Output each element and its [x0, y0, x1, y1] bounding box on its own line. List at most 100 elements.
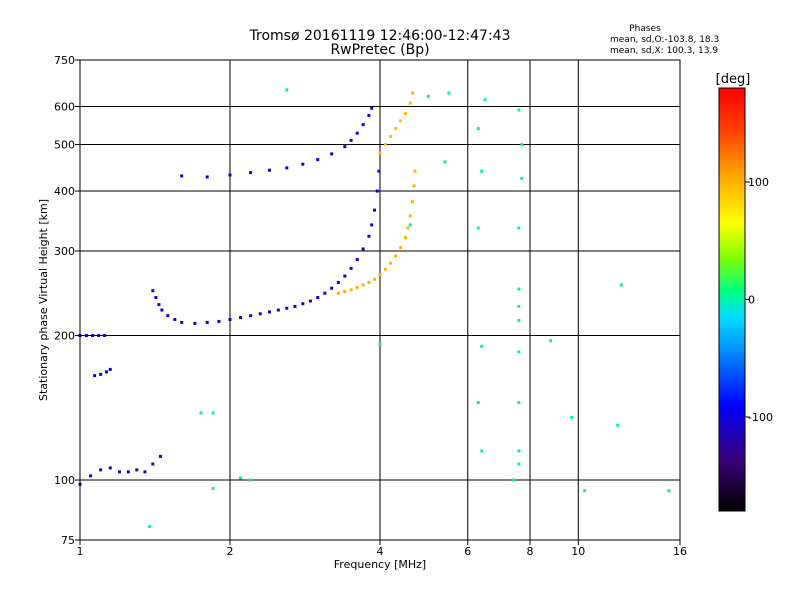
data-point [316, 158, 320, 162]
data-point [394, 126, 398, 130]
data-point [476, 126, 480, 130]
y-tick-label: 300 [54, 245, 75, 258]
x-tick-label: 1 [77, 545, 84, 558]
data-point [211, 487, 215, 491]
data-point [180, 320, 184, 324]
colorbar-ticks: 100 0 -100 [745, 176, 773, 424]
data-point [447, 91, 451, 95]
data-point [520, 176, 524, 180]
data-point [517, 108, 521, 112]
data-point [330, 152, 334, 156]
colorbar-tick-label: 0 [748, 294, 755, 307]
data-point [103, 334, 107, 338]
data-point [267, 168, 271, 172]
data-point [285, 88, 289, 92]
data-point [330, 286, 334, 290]
data-point [480, 344, 484, 348]
data-point [373, 277, 377, 281]
data-point [180, 174, 184, 178]
x-tick-label: 4 [377, 545, 384, 558]
data-point [355, 258, 359, 262]
data-point [336, 280, 340, 284]
data-point [389, 134, 393, 138]
data-point [413, 169, 417, 173]
data-point [355, 285, 359, 289]
data-point [143, 470, 147, 474]
data-point [99, 372, 103, 376]
data-point [108, 466, 112, 470]
data-point [378, 151, 382, 155]
data-point [361, 247, 365, 251]
data-point [403, 236, 407, 240]
data-point [549, 339, 553, 343]
x-tick-label: 10 [571, 545, 585, 558]
data-point [383, 267, 387, 271]
data-point [394, 254, 398, 258]
data-point [517, 304, 521, 308]
chart-subtitle: RwPretec (Bp) [330, 42, 429, 58]
data-point [151, 289, 155, 293]
data-point [343, 274, 347, 278]
data-point [517, 287, 521, 291]
data-point [480, 449, 484, 453]
data-point [211, 411, 215, 415]
data-point [667, 489, 671, 493]
data-point [406, 226, 410, 230]
data-point [619, 283, 623, 287]
data-point [104, 370, 108, 374]
y-tick-label: 600 [54, 101, 75, 114]
data-point [228, 173, 232, 177]
data-point [355, 131, 359, 135]
data-point [285, 306, 289, 310]
data-point [476, 401, 480, 405]
colorbar-label: [deg] [716, 72, 751, 87]
data-point [361, 123, 365, 127]
y-tick-label: 500 [54, 139, 75, 152]
data-point [117, 470, 121, 474]
data-point [373, 208, 377, 212]
data-point [389, 261, 393, 265]
grid-lines [80, 60, 680, 540]
data-point [517, 401, 521, 405]
data-point [151, 462, 155, 466]
data-point [361, 283, 365, 287]
data-point [84, 334, 88, 338]
colorbar [718, 87, 746, 512]
data-point [399, 119, 403, 123]
x-tick-label: 6 [464, 545, 471, 558]
y-tick-label: 750 [54, 54, 75, 67]
data-point [408, 214, 412, 218]
data-point [160, 308, 164, 312]
data-point [399, 246, 403, 250]
data-point [370, 223, 374, 227]
x-tick-label: 16 [673, 545, 687, 558]
data-point [367, 280, 371, 284]
data-point [412, 184, 416, 188]
data-point [517, 350, 521, 354]
data-point [377, 169, 381, 173]
data-point [89, 474, 93, 478]
data-point [426, 94, 430, 98]
colorbar-tick-label: 100 [748, 176, 769, 189]
data-point [249, 478, 253, 482]
data-point [570, 415, 574, 419]
data-point [205, 175, 209, 179]
data-point [480, 169, 484, 173]
data-point [308, 299, 312, 303]
data-point [517, 318, 521, 322]
data-point [91, 334, 95, 338]
data-point [411, 91, 415, 95]
data-point [99, 468, 103, 472]
chart-title: Tromsø 20161119 12:46:00-12:47:43 [249, 28, 511, 44]
data-point [349, 288, 353, 292]
data-point [239, 476, 243, 480]
data-point [476, 226, 480, 230]
data-point [511, 478, 515, 482]
data-point [403, 112, 407, 116]
data-point [267, 310, 271, 314]
y-tick-label: 75 [61, 534, 75, 547]
data-point [301, 162, 305, 166]
data-point [616, 423, 620, 427]
y-axis-label: Stationary phase Virtual Height [km] [37, 199, 50, 401]
data-point [228, 317, 232, 321]
